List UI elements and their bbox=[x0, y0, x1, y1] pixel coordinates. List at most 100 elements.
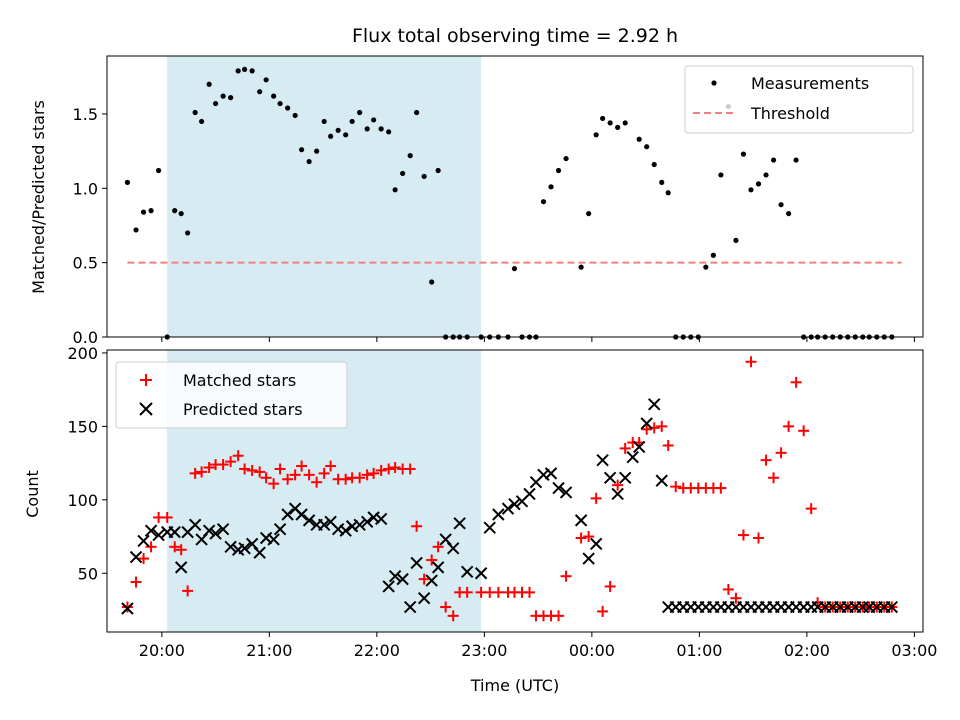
measurement-point bbox=[328, 133, 334, 139]
matched-star-point bbox=[232, 450, 244, 462]
matched-star-point bbox=[239, 463, 251, 475]
predicted-star-point bbox=[317, 518, 331, 531]
matched-star-point bbox=[730, 592, 742, 604]
top-plot-frame bbox=[106, 55, 924, 338]
matched-star-point bbox=[492, 586, 504, 598]
matched-star-point bbox=[282, 473, 294, 485]
predicted-star-point bbox=[382, 580, 395, 593]
measurement-point bbox=[378, 126, 384, 132]
predicted-star-point bbox=[559, 486, 573, 499]
predicted-star-point bbox=[202, 524, 216, 537]
measurement-point bbox=[740, 151, 747, 157]
predicted-star-point bbox=[544, 467, 558, 480]
matched-star-point bbox=[121, 601, 133, 613]
predicted-star-point bbox=[273, 522, 287, 536]
predicted-star-points bbox=[121, 398, 899, 615]
matched-star-point bbox=[130, 576, 142, 588]
legend-predicted-label: Predicted stars bbox=[183, 400, 303, 419]
measurement-point bbox=[298, 147, 305, 153]
matched-star-point bbox=[440, 601, 452, 613]
matched-star-point bbox=[268, 478, 280, 490]
bottom-plot-frame bbox=[106, 349, 924, 633]
bottom-x-tick-label: 00:00 bbox=[569, 641, 615, 660]
matched-star-point bbox=[246, 464, 258, 476]
bottom-legend: Matched stars Predicted stars bbox=[115, 361, 348, 429]
predicted-star-point bbox=[168, 525, 181, 539]
measurement-point bbox=[651, 161, 657, 168]
measurement-point bbox=[172, 208, 178, 214]
measurement-point bbox=[140, 209, 147, 215]
measurement-point bbox=[277, 100, 283, 107]
measurement-point bbox=[593, 132, 599, 138]
measurement-point bbox=[292, 112, 298, 119]
predicted-star-point bbox=[152, 528, 165, 542]
measurement-point bbox=[133, 227, 139, 233]
predicted-star-point bbox=[174, 561, 188, 574]
predicted-star-point bbox=[281, 508, 294, 521]
measurement-points bbox=[124, 66, 895, 340]
predicted-star-point bbox=[238, 542, 251, 555]
matched-star-point bbox=[375, 464, 387, 476]
matched-star-point bbox=[745, 356, 757, 368]
predicted-star-point bbox=[611, 487, 624, 501]
legend-predicted-marker bbox=[139, 402, 153, 416]
predicted-star-point bbox=[396, 572, 409, 586]
measurement-point bbox=[148, 208, 154, 214]
matched-star-point bbox=[182, 585, 194, 597]
legend-measurements-label: Measurements bbox=[751, 74, 869, 93]
matched-star-point bbox=[383, 463, 395, 475]
matched-star-point bbox=[553, 610, 565, 622]
predicted-star-point bbox=[626, 451, 639, 464]
measurement-point bbox=[429, 279, 435, 285]
measurement-point bbox=[199, 118, 205, 125]
top-legend-box bbox=[684, 65, 914, 134]
measurement-point bbox=[349, 118, 355, 125]
matched-star-point bbox=[597, 605, 609, 617]
matched-star-point bbox=[145, 541, 157, 553]
matched-star-point bbox=[753, 532, 765, 544]
matched-star-point bbox=[656, 420, 668, 432]
matched-star-point bbox=[575, 532, 587, 544]
predicted-star-point bbox=[632, 440, 646, 454]
measurement-point bbox=[185, 230, 191, 236]
measurement-point bbox=[435, 167, 441, 174]
matched-star-point bbox=[318, 467, 330, 479]
measurement-point bbox=[285, 105, 291, 111]
top-shaded-region bbox=[167, 56, 482, 337]
measurement-point bbox=[263, 77, 269, 83]
matched-star-point bbox=[722, 583, 734, 595]
matched-star-point bbox=[524, 586, 536, 598]
matched-star-point bbox=[196, 466, 208, 478]
measurement-point bbox=[733, 237, 739, 243]
measurement-point bbox=[636, 136, 642, 142]
measurement-point bbox=[343, 132, 349, 138]
top-x-ticks bbox=[161, 337, 915, 342]
matched-star-point bbox=[560, 570, 572, 582]
measurement-point bbox=[414, 109, 420, 116]
predicted-star-point bbox=[446, 542, 460, 555]
predicted-star-point bbox=[492, 508, 505, 521]
bottom-x-tick-label: 03:00 bbox=[891, 641, 937, 660]
matched-star-point bbox=[768, 472, 780, 484]
predicted-star-point bbox=[648, 398, 661, 411]
matched-star-point bbox=[289, 469, 301, 481]
top-y-tick-label: 1.5 bbox=[73, 105, 98, 124]
matched-star-point bbox=[389, 462, 401, 473]
predicted-star-point bbox=[453, 517, 466, 530]
predicted-star-point bbox=[216, 522, 230, 536]
matched-star-point bbox=[662, 439, 674, 451]
measurement-point bbox=[124, 179, 131, 185]
x-axis-label: Time (UTC) bbox=[470, 676, 559, 695]
measurement-point bbox=[548, 184, 554, 190]
bottom-x-tick-label: 23:00 bbox=[461, 641, 507, 660]
matched-star-point bbox=[775, 447, 787, 459]
measurement-point bbox=[400, 170, 406, 177]
matched-star-point bbox=[805, 503, 817, 515]
measurement-point bbox=[249, 68, 255, 74]
matched-star-point bbox=[340, 473, 352, 485]
matched-star-point bbox=[461, 586, 473, 598]
predicted-star-point bbox=[224, 540, 237, 554]
top-y-tick-label: 0.0 bbox=[73, 328, 98, 347]
predicted-star-point bbox=[603, 471, 617, 484]
